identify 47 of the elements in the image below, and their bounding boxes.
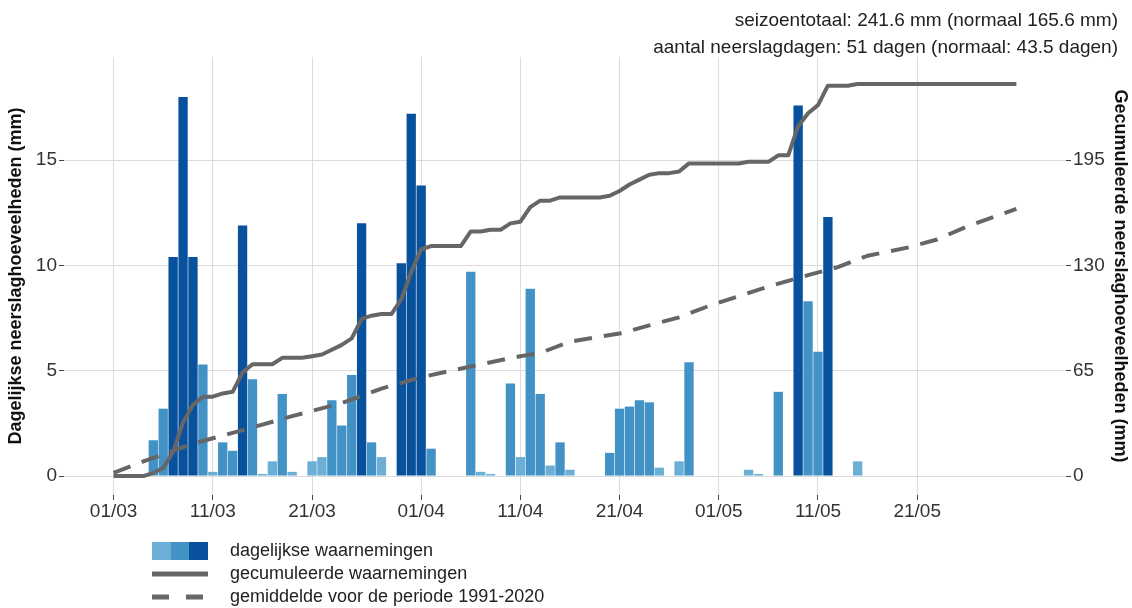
text: seizoentotaal: 241.6 mm (normaal 165.6 mm) xyxy=(733,8,1118,32)
bar xyxy=(565,469,575,476)
x-tick-label: 21/04 xyxy=(595,499,644,521)
y2-tick-label: 195 xyxy=(1073,148,1105,170)
y2-tick-label: 65 xyxy=(1073,358,1095,380)
x-tick-label: 01/05 xyxy=(695,499,743,521)
bar xyxy=(545,465,555,476)
x-tick-label: 11/05 xyxy=(794,499,842,521)
bar xyxy=(555,442,565,476)
x-tick-label: 01/03 xyxy=(89,499,138,521)
bar xyxy=(237,225,248,476)
y2-tick-label: 130 xyxy=(1073,253,1105,275)
bar xyxy=(654,467,664,476)
bar xyxy=(684,362,694,476)
y2-axis-title: Gecumuleerde neerslaghoeveelheden (mm) xyxy=(1111,89,1132,463)
bar xyxy=(277,393,287,476)
y-tick-label: 0 xyxy=(46,464,57,486)
x-tick-label: 11/04 xyxy=(497,499,544,521)
x-tick-label: 11/03 xyxy=(189,499,236,521)
x-tick-label: 01/04 xyxy=(397,499,446,521)
y-tick-label: 5 xyxy=(46,358,57,380)
bar xyxy=(773,391,783,476)
bar xyxy=(366,442,377,476)
x-tick-label: 21/05 xyxy=(893,499,941,521)
text: aantal neerslagdagen: 51 dagen (normaal: 43.5 dagen) xyxy=(653,35,1118,59)
bar xyxy=(356,223,367,476)
bar xyxy=(247,379,258,476)
bar xyxy=(853,461,863,476)
legend-label: gemiddelde voor de periode 1991-2020 xyxy=(230,586,545,607)
legend-label: dagelijkse waarnemingen xyxy=(230,540,434,561)
bar xyxy=(376,457,387,476)
bar xyxy=(515,457,526,476)
bar xyxy=(505,383,516,476)
y-axis-title: Dagelijkse neerslaghoeveelheden (mm) xyxy=(4,107,25,445)
bar xyxy=(674,461,684,476)
bar xyxy=(208,471,218,476)
y2-tick-label: 0 xyxy=(1073,464,1084,486)
y-tick-label: 10 xyxy=(35,253,57,275)
legend-label: gecumuleerde waarnemingen xyxy=(230,563,468,584)
bar xyxy=(287,471,297,476)
bar xyxy=(426,448,436,476)
y-tick-label: 15 xyxy=(35,148,57,170)
bar xyxy=(466,271,476,476)
x-tick-label: 21/03 xyxy=(288,499,336,521)
bar xyxy=(823,217,833,476)
bar xyxy=(198,364,208,476)
bar xyxy=(793,105,803,476)
